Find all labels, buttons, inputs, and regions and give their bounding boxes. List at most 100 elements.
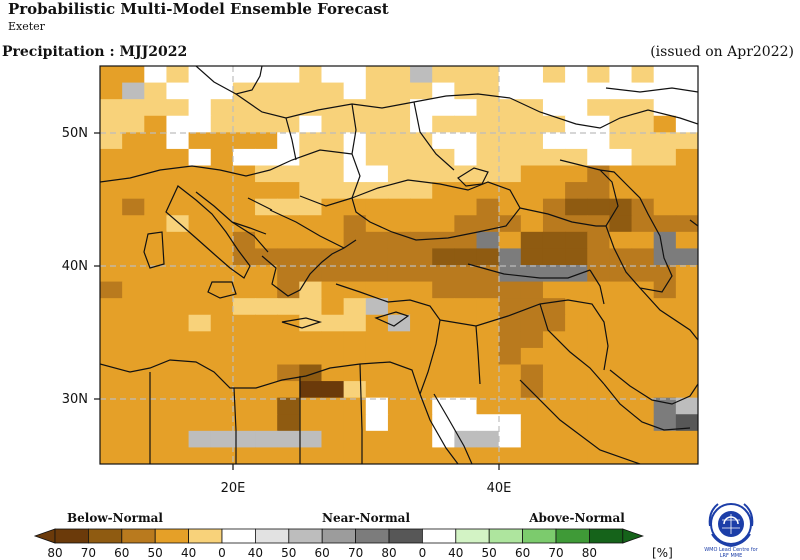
grid-cell (454, 364, 478, 382)
grid-cell (166, 414, 190, 432)
grid-cell (609, 99, 633, 117)
grid-cell (321, 281, 345, 299)
grid-cell (277, 66, 300, 84)
grid-cell (476, 414, 500, 432)
grid-cell (653, 215, 677, 233)
grid-cell (609, 165, 633, 183)
grid-cell (387, 347, 411, 366)
grid-cell (410, 132, 433, 150)
grid-cell (188, 182, 212, 200)
lon-label-20e: 20E (221, 481, 246, 496)
grid-cell (188, 381, 212, 399)
grid-cell (144, 414, 168, 432)
grid-cell (410, 397, 433, 415)
grid-cell (432, 397, 455, 415)
grid-cell (653, 132, 677, 150)
grid-cell (609, 414, 633, 432)
category-above-normal: Above-Normal (529, 511, 625, 525)
grid-cell (498, 115, 522, 133)
grid-cell (454, 182, 478, 200)
grid-cell (631, 364, 655, 382)
grid-cell (232, 281, 256, 299)
grid-cell (542, 331, 566, 349)
grid-cell (565, 248, 588, 266)
grid-cell (653, 430, 677, 449)
grid-cell (631, 347, 655, 366)
grid-cell (631, 215, 655, 233)
grid-cell (565, 298, 588, 316)
grid-cell (299, 298, 323, 316)
grid-cell (365, 198, 389, 216)
grid-cell (498, 347, 522, 366)
grid-cell (277, 281, 300, 299)
grid-cell (476, 231, 500, 250)
grid-cell (587, 231, 611, 250)
grid-cell (520, 165, 544, 183)
grid-cell (299, 132, 323, 150)
grid-cell (188, 165, 212, 183)
grid-cell (454, 414, 478, 432)
grid-cell (343, 132, 367, 150)
grid-cell (565, 281, 588, 299)
grid-cell (675, 132, 698, 150)
grid-cell (277, 198, 300, 216)
grid-cell (122, 364, 145, 382)
grid-cell (365, 314, 389, 332)
grid-cell (542, 281, 566, 299)
grid-cell (476, 347, 500, 366)
grid-cell (675, 182, 698, 200)
legend-tick: 40 (448, 546, 463, 560)
grid-cell (210, 231, 234, 250)
grid-cell (587, 265, 611, 283)
grid-cell (565, 66, 588, 84)
grid-cell (255, 231, 278, 250)
grid-cell (343, 82, 367, 100)
grid-cell (609, 381, 633, 399)
grid-cell (100, 198, 123, 216)
grid-cell (653, 198, 677, 216)
grid-cell (410, 331, 433, 349)
grid-cell (387, 331, 411, 349)
grid-cell (365, 381, 389, 399)
grid-cell (144, 82, 168, 100)
grid-cell (255, 281, 278, 299)
grid-cell (166, 397, 190, 415)
legend-tick: 0 (419, 546, 427, 560)
grid-cell (100, 99, 123, 117)
grid-cell (432, 281, 455, 299)
grid-cell (520, 314, 544, 332)
legend-tick: 60 (515, 546, 530, 560)
grid-cell (144, 265, 168, 283)
grid-cell (542, 381, 566, 399)
grid-cell (232, 165, 256, 183)
grid-cell (232, 331, 256, 349)
grid-cell (166, 381, 190, 399)
grid-cell (277, 148, 300, 167)
grid-cell (653, 265, 677, 283)
grid-cell (653, 82, 677, 100)
grid-cell (498, 397, 522, 415)
grid-cell (410, 182, 433, 200)
legend-swatch-near-70 (355, 528, 390, 544)
grid-cell (542, 132, 566, 150)
grid-cell (675, 66, 698, 84)
grid-cell (631, 148, 655, 167)
grid-cell (232, 447, 256, 464)
grid-cell (520, 215, 544, 233)
grid-cell (255, 364, 278, 382)
grid-cell (653, 314, 677, 332)
grid-cell (410, 198, 433, 216)
grid-cell (432, 347, 455, 366)
grid-cell (166, 265, 190, 283)
grid-cell (210, 447, 234, 464)
map-title: Probabilistic Multi-Model Ensemble Forec… (8, 0, 389, 18)
grid-cell (299, 331, 323, 349)
grid-cell (609, 347, 633, 366)
grid-cell (542, 265, 566, 283)
grid-cell (631, 165, 655, 183)
grid-cell (410, 66, 433, 84)
grid-cell (365, 182, 389, 200)
grid-cell (210, 381, 234, 399)
grid-cell (166, 148, 190, 167)
grid-cell (454, 430, 478, 449)
